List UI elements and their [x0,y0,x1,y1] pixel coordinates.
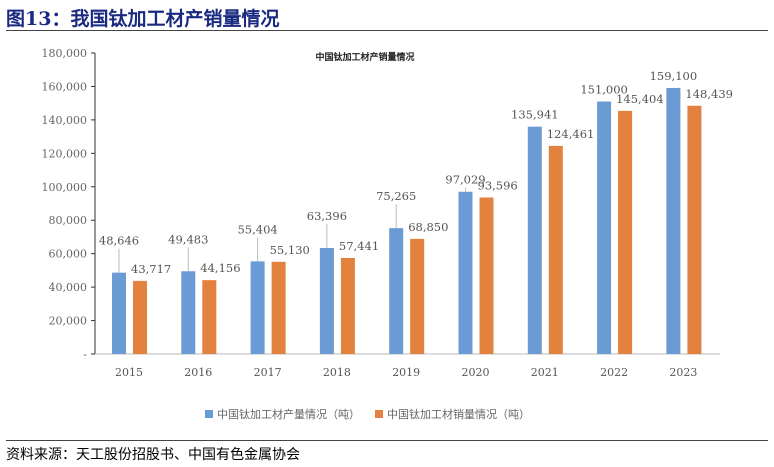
legend-label: 中国钛加工材销量情况（吨） [387,407,530,421]
data-label: 57,441 [339,239,379,253]
production-bar [319,247,334,354]
sales-bar [202,280,217,354]
data-label: 93,596 [478,178,518,192]
sales-bar [479,197,494,354]
x-tick-label: 2020 [462,366,490,379]
data-label: 49,483 [168,232,208,246]
y-tick-label: - [83,348,87,361]
y-tick-label: 180,000 [42,47,88,60]
data-label: 44,156 [200,261,240,275]
sales-bar [271,261,286,354]
production-bar [527,126,542,354]
title-rule [6,30,768,31]
data-label: 75,265 [376,189,416,203]
data-label: 63,396 [307,209,347,223]
data-label: 124,461 [547,127,595,141]
legend-label: 中国钛加工材产量情况（吨） [217,407,360,421]
source-note: 资料来源：天工股份招股书、中国有色金属协会 [6,447,300,463]
data-label: 97,029 [445,173,485,187]
x-tick-label: 2022 [600,366,628,379]
x-tick-label: 2015 [115,366,143,379]
figure-title: 图13：我国钛加工材产销量情况 [6,8,280,30]
data-label: 68,850 [408,220,448,234]
data-label: 135,941 [511,108,559,122]
x-tick-label: 2019 [392,366,420,379]
sales-bar [133,280,147,354]
data-label: 151,000 [580,82,628,96]
source-rule [6,440,768,441]
production-bar [597,101,612,354]
y-tick-label: 160,000 [42,80,88,93]
y-tick-label: 100,000 [42,181,88,194]
sales-bar [340,257,355,354]
y-tick-label: 40,000 [49,281,88,294]
legend-swatch [205,410,213,418]
legend-swatch [375,410,383,418]
production-bar [250,261,265,354]
production-bar [666,87,681,354]
x-tick-label: 2018 [323,366,351,379]
data-label: 55,130 [270,243,310,257]
y-tick-label: 80,000 [49,214,88,227]
data-label: 48,646 [99,234,139,248]
production-bar [458,191,473,354]
sales-bar [618,110,633,354]
sales-bar [410,238,425,354]
data-label: 159,100 [650,69,698,83]
bar-chart: 中国钛加工材产销量情况 - 20,000 40,000 60,000 80,000 100,… [42,47,733,421]
y-tick-label: 60,000 [49,248,88,261]
x-tick-label: 2016 [184,366,212,379]
x-tick-label: 2017 [254,366,282,379]
x-tick-label: 2023 [669,366,697,379]
data-label: 55,404 [237,222,277,236]
x-tick-label: 2021 [531,366,559,379]
data-label: 145,404 [616,92,664,106]
production-bar [181,271,196,354]
production-bar [112,272,126,354]
data-label: 43,717 [131,262,171,276]
y-tick-label: 140,000 [42,114,88,127]
data-label: 148,439 [685,87,733,101]
y-tick-label: 20,000 [49,315,88,328]
chart-title: 中国钛加工材产销量情况 [315,51,414,63]
sales-bar [548,145,563,354]
production-bar [389,228,404,354]
sales-bar [687,105,702,354]
y-tick-label: 120,000 [42,147,88,160]
